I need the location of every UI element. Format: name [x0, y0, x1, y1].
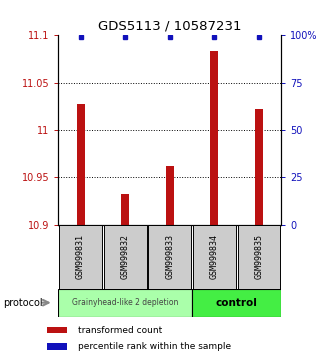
Text: percentile rank within the sample: percentile rank within the sample	[78, 342, 231, 351]
Text: GSM999835: GSM999835	[254, 234, 264, 279]
Bar	[59, 225, 102, 289]
Bar	[121, 194, 129, 225]
Bar	[149, 225, 191, 289]
Bar	[166, 166, 174, 225]
Text: protocol: protocol	[3, 298, 43, 308]
Text: Grainyhead-like 2 depletion: Grainyhead-like 2 depletion	[72, 298, 178, 307]
Bar	[192, 289, 281, 317]
Bar	[58, 289, 192, 317]
Bar	[210, 51, 218, 225]
Text: control: control	[216, 298, 258, 308]
Bar	[238, 225, 280, 289]
Text: transformed count: transformed count	[78, 326, 162, 335]
Bar	[193, 225, 236, 289]
Text: GSM999834: GSM999834	[210, 234, 219, 279]
Text: GSM999831: GSM999831	[76, 234, 85, 279]
Bar	[47, 327, 67, 333]
Text: GSM999832: GSM999832	[121, 234, 130, 279]
Bar	[255, 109, 263, 225]
Text: GSM999833: GSM999833	[165, 234, 174, 279]
Bar	[47, 343, 67, 350]
Title: GDS5113 / 10587231: GDS5113 / 10587231	[98, 20, 241, 33]
Bar	[104, 225, 147, 289]
Bar	[77, 104, 85, 225]
